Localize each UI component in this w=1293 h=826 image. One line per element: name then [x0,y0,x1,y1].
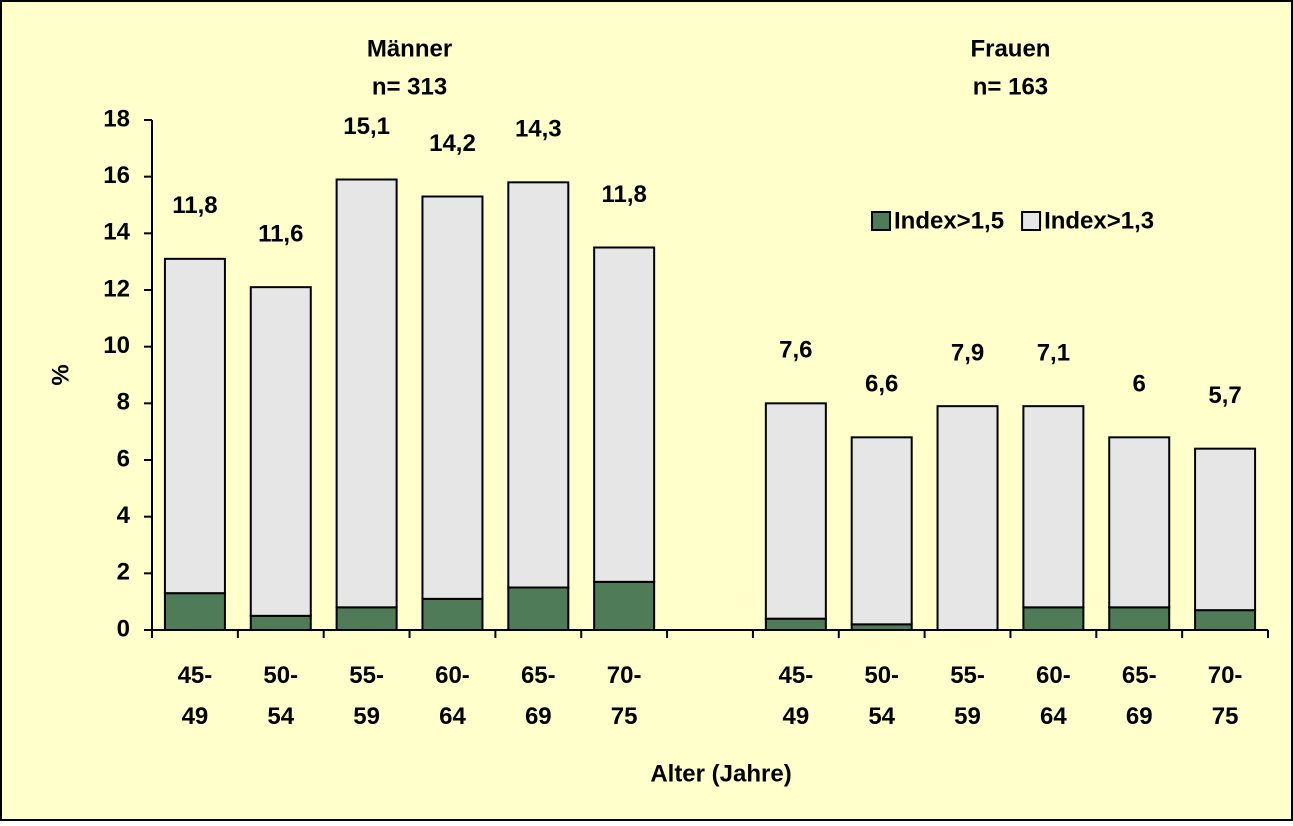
value-label: 6 [1133,371,1146,398]
bar-segment [1108,436,1171,609]
value-label: 11,8 [172,192,217,219]
legend-label: Index>1,3 [1044,207,1154,234]
value-label: 11,8 [601,181,646,208]
y-tick-label: 14 [103,219,130,246]
value-label: 7,6 [779,337,812,364]
value-label: 11,6 [258,221,303,248]
x-tick-label: 60-64 [435,662,470,730]
value-label: 15,1 [343,113,390,140]
bar-segment [249,614,312,631]
bar-segment [1108,606,1171,631]
bar-segment [421,597,484,631]
value-label: 14,3 [515,116,562,143]
group-subtitle: n= 163 [973,73,1048,100]
bar-segment [507,181,570,589]
group-title: Männer [367,35,452,62]
value-label: 7,9 [951,340,984,367]
y-tick-label: 6 [117,445,130,472]
value-label: 14,2 [429,130,476,157]
x-tick-label: 55-59 [950,662,985,730]
bar-segment [936,405,999,631]
x-tick-label: 70-75 [1208,662,1243,730]
y-tick-label: 12 [103,275,130,302]
bar-segment [163,592,226,632]
value-label: 7,1 [1037,340,1070,367]
y-tick-label: 8 [117,389,130,416]
bar-segment [507,586,570,631]
y-tick-label: 4 [117,502,131,529]
legend-label: Index>1,5 [894,207,1004,234]
bar-segment [1194,447,1257,612]
legend-swatch [1021,211,1042,231]
bar-segment [335,606,398,631]
x-tick-label: 65-69 [521,662,556,730]
value-label: 6,6 [865,371,898,398]
bar-segment [1022,405,1085,609]
bar-segment [593,580,656,631]
bar-segment [850,436,913,626]
bar-segment [421,195,484,600]
y-axis-title: % [47,364,74,385]
bar-segment [593,246,656,583]
bar-segment [1022,606,1085,631]
bar-segment [1194,609,1257,632]
y-tick-label: 16 [103,162,130,189]
x-tick-label: 70-75 [607,662,642,730]
x-tick-label: 45-49 [779,662,814,730]
x-tick-label: 60-64 [1036,662,1071,730]
group-subtitle: n= 313 [372,73,447,100]
y-tick-label: 18 [103,105,130,132]
x-tick-label: 65-69 [1122,662,1157,730]
x-tick-label: 50-54 [263,662,298,730]
bar-segment [163,257,226,595]
bar-segment [764,402,827,620]
x-tick-label: 45-49 [178,662,213,730]
group-title: Frauen [970,35,1050,62]
x-axis-title: Alter (Jahre) [650,760,791,787]
legend-swatch [871,211,891,231]
y-tick-label: 10 [103,332,130,359]
bar-segment [335,178,398,609]
x-tick-label: 50-54 [864,662,899,730]
bar-segment [249,286,312,617]
y-tick-label: 0 [117,615,130,642]
y-tick-label: 2 [117,559,130,586]
bar-segment [764,617,827,632]
value-label: 5,7 [1208,382,1241,409]
x-tick-label: 55-59 [349,662,384,730]
